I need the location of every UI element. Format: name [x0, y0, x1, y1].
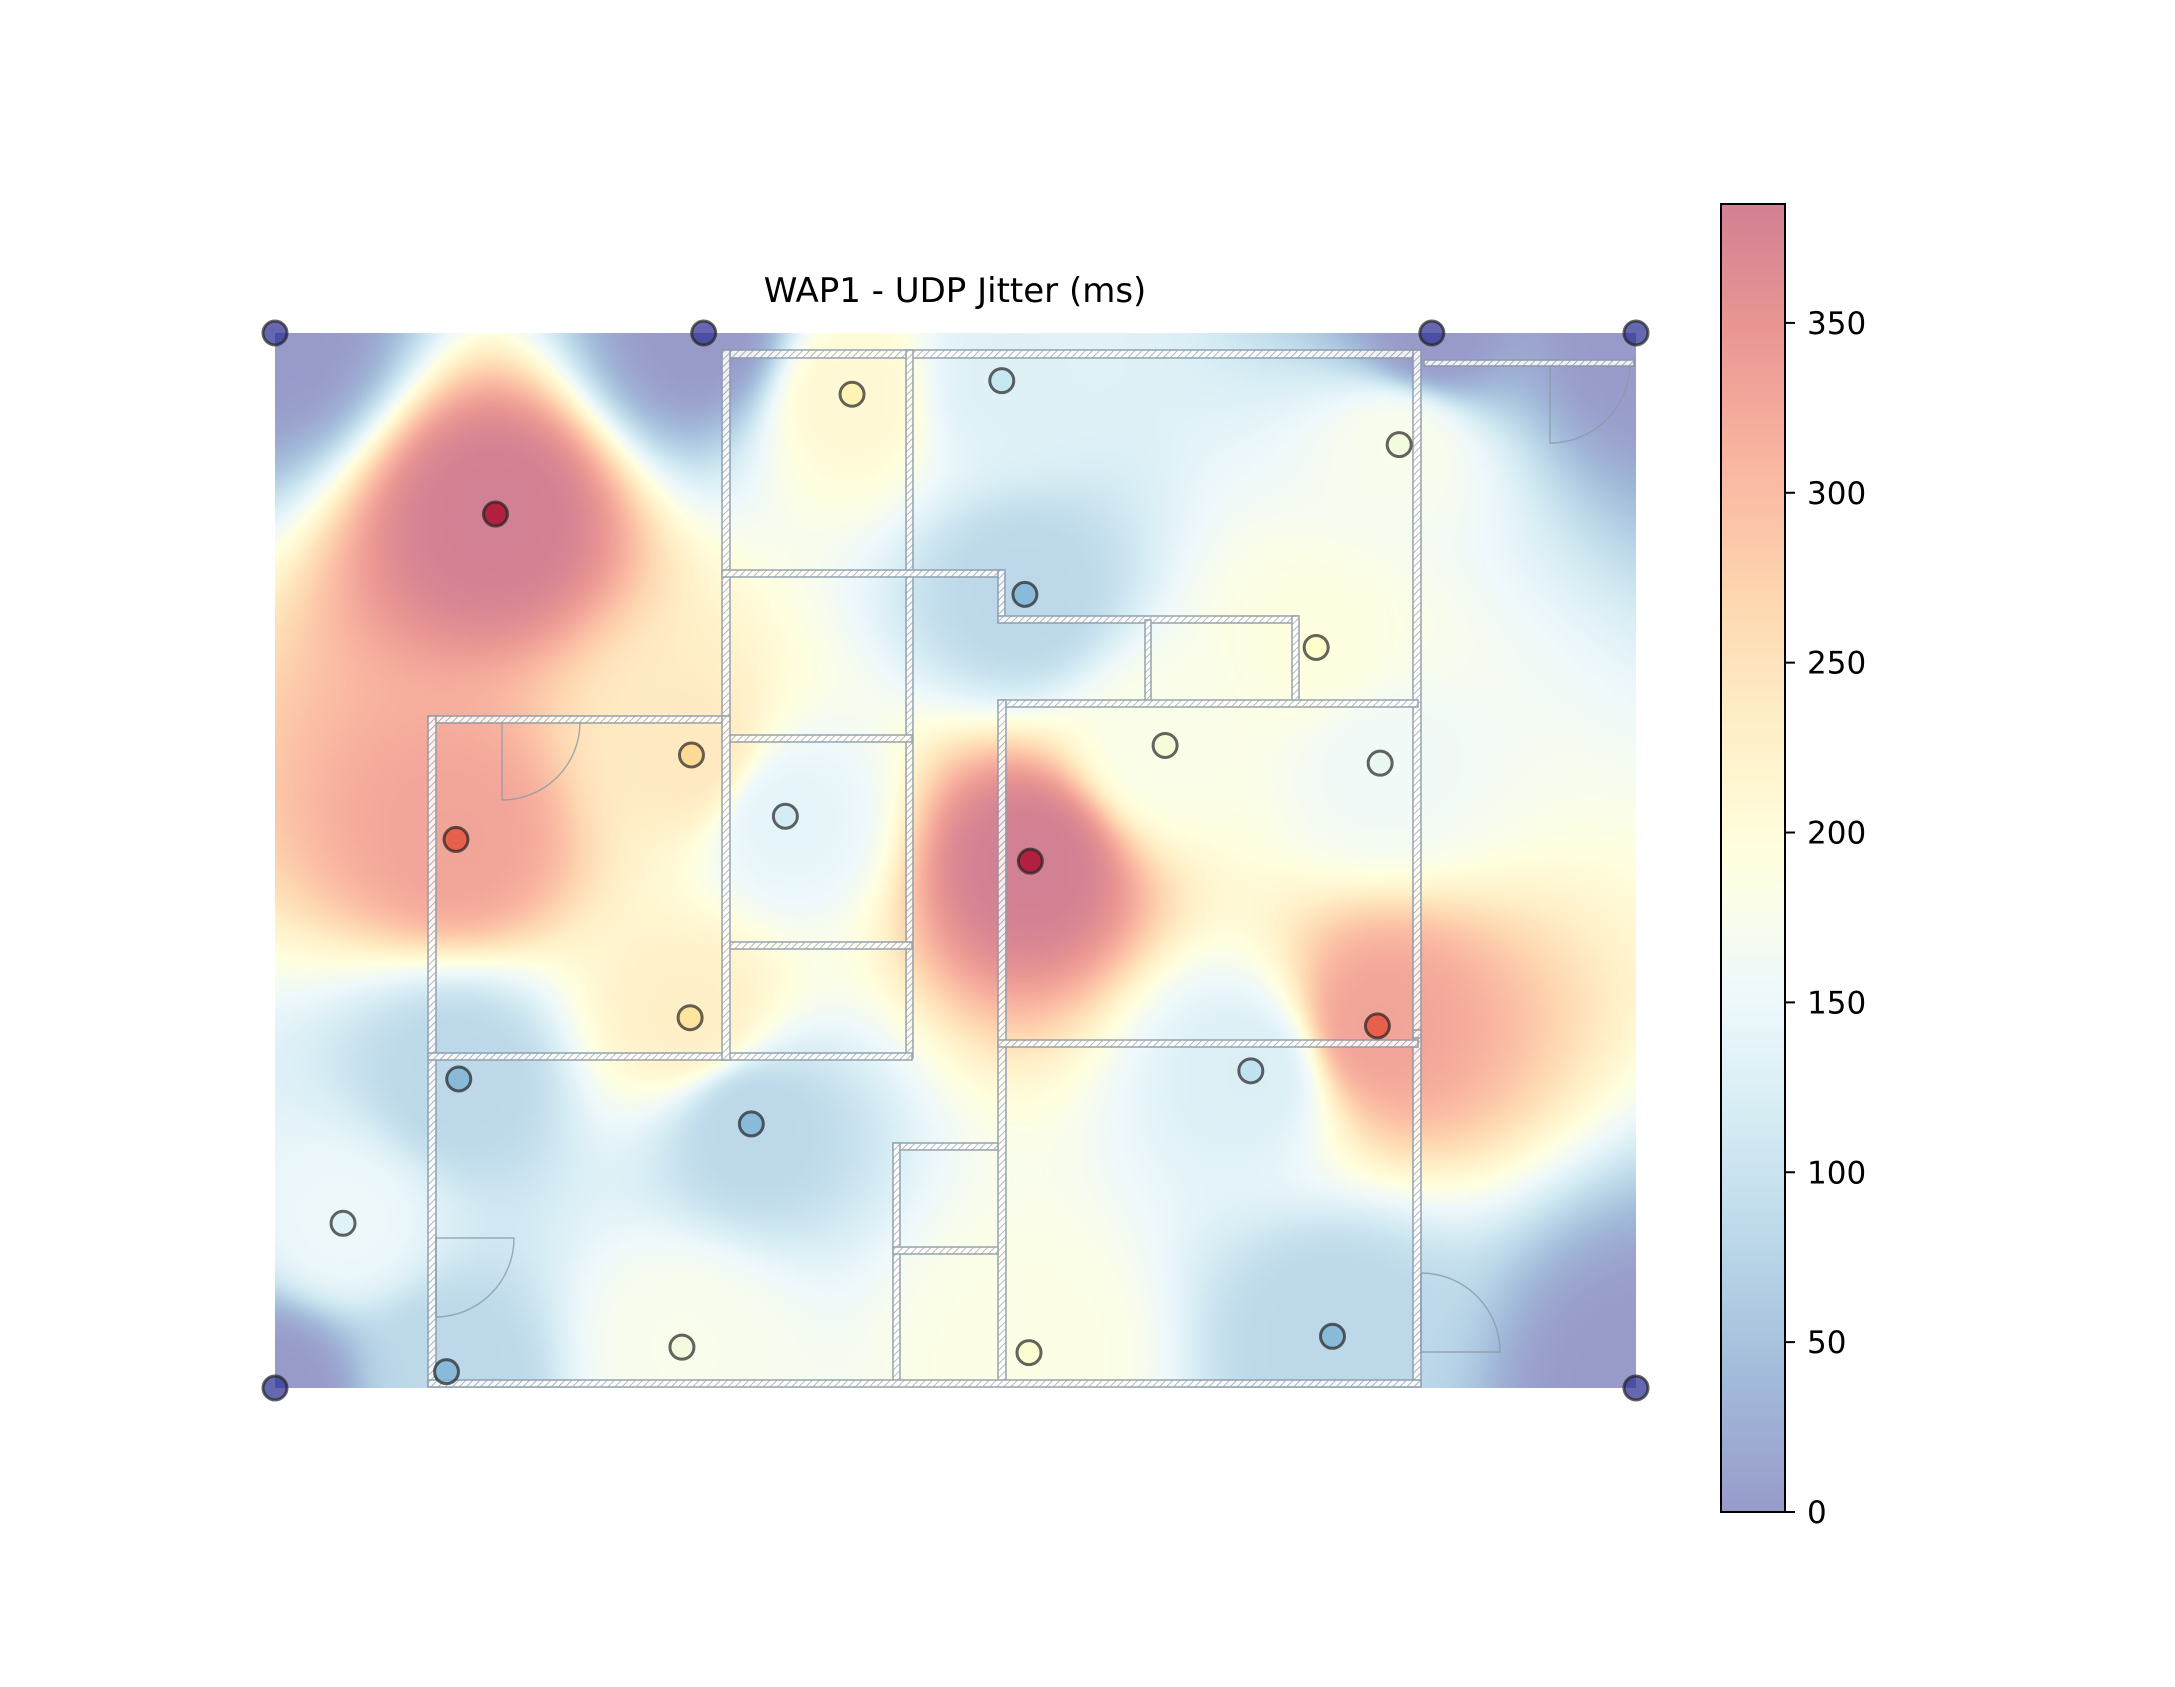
measurement-point-9 [481, 500, 509, 528]
measurement-point-14 [1366, 749, 1394, 777]
measurement-point-16 [442, 825, 470, 853]
floor-plan [427, 349, 1635, 1388]
measurement-point-21 [737, 1110, 765, 1138]
colorbar-tick-label-2: 100 [1807, 1155, 1866, 1191]
colorbar-tick-label-5: 250 [1807, 646, 1866, 682]
measurement-point-8 [1385, 431, 1413, 459]
measurement-point-4 [261, 1374, 289, 1402]
measurement-point-7 [988, 367, 1016, 395]
door-swings [435, 365, 1631, 1353]
colorbar-tick-label-6: 300 [1807, 476, 1866, 512]
measurement-point-23 [329, 1209, 357, 1237]
colorbar-tick-label-3: 150 [1807, 985, 1866, 1021]
colorbar-fill [1721, 204, 1785, 1512]
measurement-point-24 [668, 1333, 696, 1361]
measurement-point-1 [690, 319, 718, 347]
chart-title: WAP1 - UDP Jitter (ms) [764, 271, 1147, 311]
colorbar-tick-label-1: 50 [1807, 1325, 1846, 1361]
measurement-point-18 [676, 1004, 704, 1032]
measurement-point-19 [1363, 1012, 1391, 1040]
colorbar-tick-label-4: 200 [1807, 816, 1866, 852]
measurement-point-17 [1016, 847, 1044, 875]
measurement-point-22 [1237, 1057, 1265, 1085]
measurement-point-25 [1015, 1339, 1043, 1367]
measurement-point-26 [1318, 1322, 1346, 1350]
measurement-points [261, 319, 1650, 1402]
colorbar-tick-label-7: 350 [1807, 306, 1866, 342]
measurement-point-15 [771, 802, 799, 830]
measurement-point-27 [432, 1358, 460, 1386]
measurement-point-10 [1011, 580, 1039, 608]
colorbar-ticks: 0 50 100 150 200 250 300 350 [1785, 306, 1866, 1531]
measurement-point-2 [1418, 319, 1446, 347]
measurement-point-6 [838, 380, 866, 408]
measurement-point-5 [1622, 1374, 1650, 1402]
measurement-point-0 [261, 319, 289, 347]
measurement-point-13 [1151, 731, 1179, 759]
measurement-point-3 [1622, 319, 1650, 347]
heatmap-surface [275, 333, 1636, 1388]
measurement-point-12 [677, 741, 705, 769]
measurement-point-20 [445, 1065, 473, 1093]
colorbar-frame [1720, 203, 1786, 1513]
colorbar-tick-label-0: 0 [1807, 1495, 1827, 1531]
measurement-point-11 [1302, 633, 1330, 661]
